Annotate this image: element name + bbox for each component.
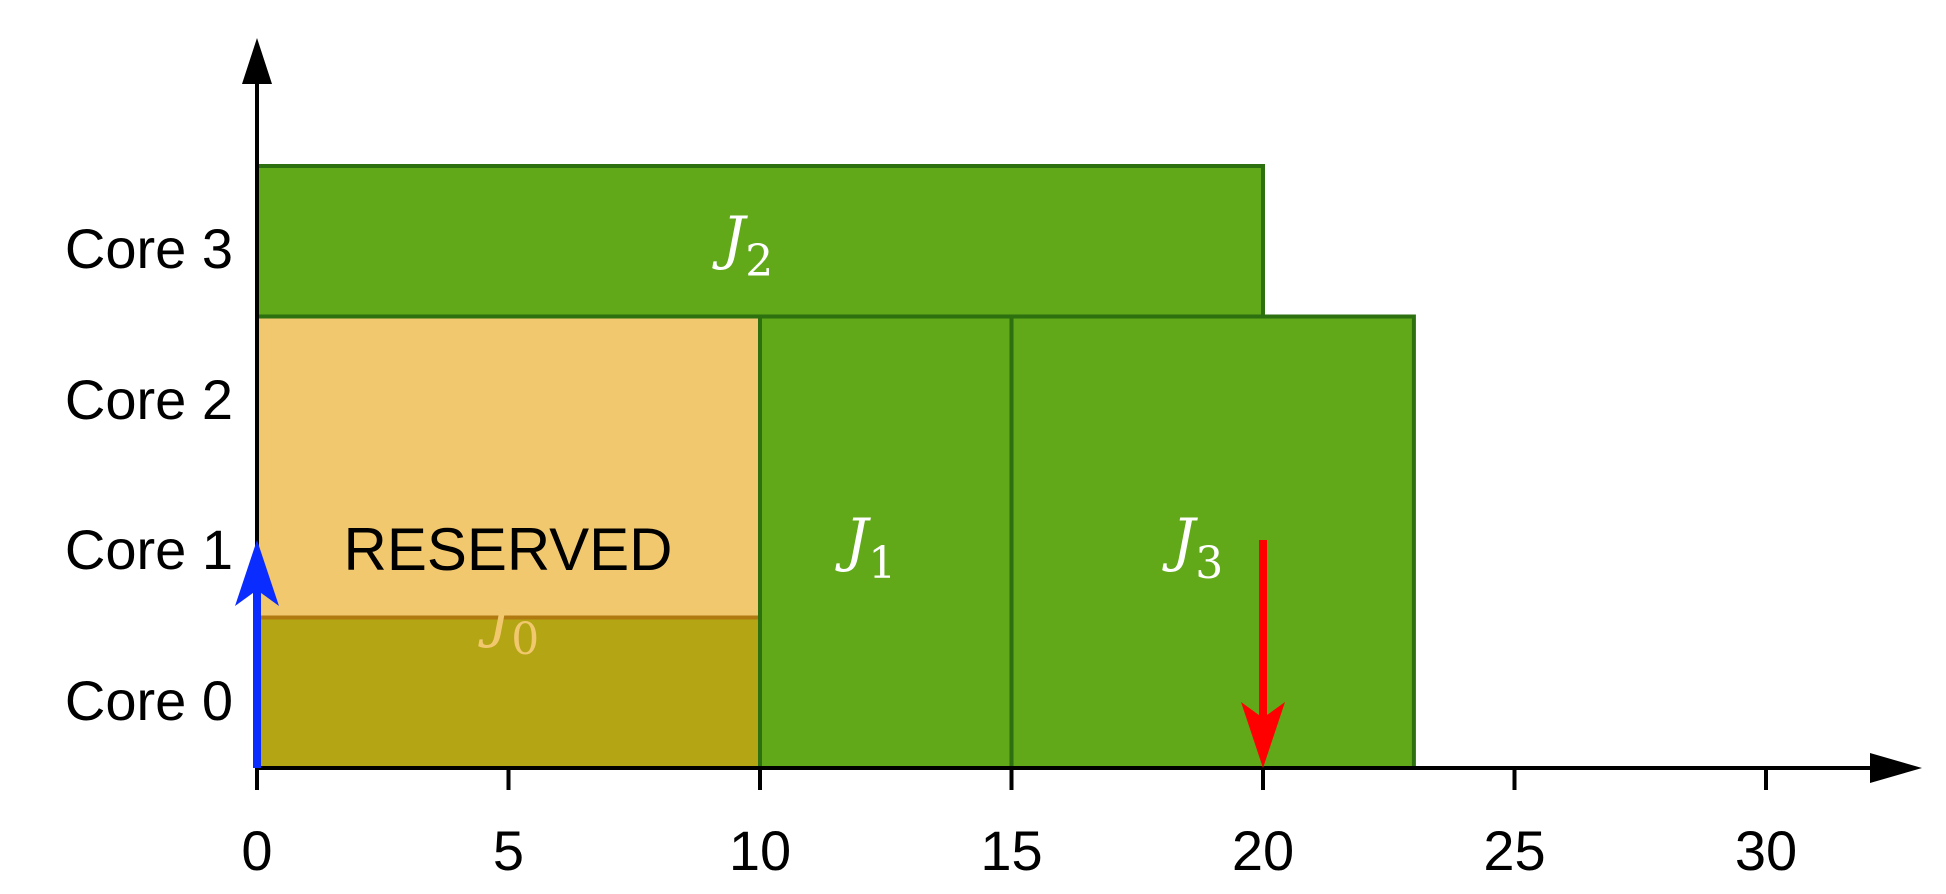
job-j0-subscript: 0 xyxy=(511,614,539,665)
job-j2-subscript: 2 xyxy=(745,236,773,287)
core-label-3: Core 3 xyxy=(65,217,233,280)
job-j1-subscript: 1 xyxy=(868,538,896,589)
tick-label-20: 20 xyxy=(1232,819,1294,882)
tick-label-0: 0 xyxy=(241,819,272,882)
tick-label-10: 10 xyxy=(729,819,791,882)
job-j3-block xyxy=(1009,314,1416,770)
reserved-block xyxy=(255,314,762,620)
y-axis-arrowhead xyxy=(242,38,272,84)
deadline-arrow-head xyxy=(1241,702,1285,768)
core-label-2: Core 2 xyxy=(65,368,233,431)
tick-label-15: 15 xyxy=(980,819,1042,882)
job-j3-label: J3 xyxy=(1162,506,1223,589)
tick-label-25: 25 xyxy=(1483,819,1545,882)
markers xyxy=(235,540,1285,768)
x-axis-arrowhead xyxy=(1870,753,1922,783)
release-arrow-head xyxy=(235,540,279,606)
job-j3-subscript: 3 xyxy=(1195,538,1223,589)
job-j2-block xyxy=(255,164,1265,319)
core-labels: Core 0 Core 1 Core 2 Core 3 xyxy=(65,217,233,732)
x-axis-ticks xyxy=(255,768,1768,790)
tick-label-5: 5 xyxy=(493,819,524,882)
x-axis-tick-labels: 0 5 10 15 20 25 30 xyxy=(241,819,1797,882)
tick-label-30: 30 xyxy=(1735,819,1797,882)
core-label-1: Core 1 xyxy=(65,518,233,581)
core-label-0: Core 0 xyxy=(65,669,233,732)
job-blocks xyxy=(255,164,1416,770)
reserved-label: RESERVED xyxy=(343,516,672,583)
